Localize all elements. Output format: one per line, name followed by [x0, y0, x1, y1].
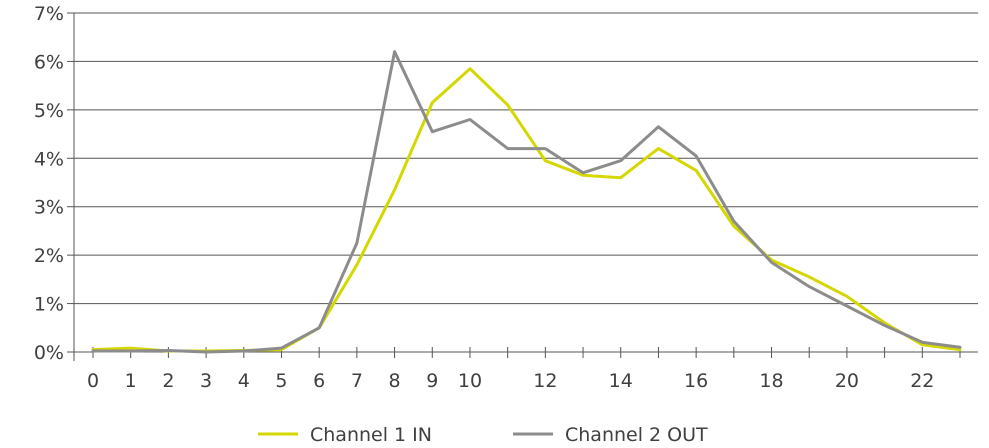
y-axis-ticks: 0% 1% 2% 3% 4% 5% 6% 7% [34, 3, 74, 364]
y-tick-label: 7% [34, 3, 64, 25]
series-lines [91, 50, 962, 354]
series-line-2 [91, 50, 962, 354]
y-tick-label: 3% [34, 197, 64, 219]
axes [73, 13, 978, 361]
x-tick-label: 0 [87, 370, 99, 392]
y-tick-label: 0% [34, 342, 64, 364]
x-tick-label: 4 [238, 370, 250, 392]
grid-lines [74, 12, 978, 305]
x-axis-ticks: 0 1 2 3 4 5 6 7 8 9 10 12 14 16 18 20 22 [87, 347, 961, 392]
series-line-1 [91, 67, 962, 353]
x-tick-label: 9 [426, 370, 438, 392]
x-tick-label: 2 [162, 370, 174, 392]
x-tick-label: 22 [910, 370, 934, 392]
x-tick-label: 1 [125, 370, 137, 392]
x-tick-label: 20 [835, 370, 859, 392]
y-tick-label: 6% [34, 51, 64, 73]
y-tick-label: 4% [34, 148, 64, 170]
y-tick-label: 5% [34, 100, 64, 122]
x-tick-label: 18 [759, 370, 783, 392]
x-tick-label: 14 [609, 370, 633, 392]
x-tick-label: 8 [389, 370, 401, 392]
x-tick-label: 7 [351, 370, 363, 392]
x-tick-label: 6 [313, 370, 325, 392]
y-tick-label: 2% [34, 245, 64, 267]
x-tick-label: 5 [275, 370, 287, 392]
legend-label-1: Channel 1 IN [310, 424, 432, 446]
legend: Channel 1 IN Channel 2 OUT [258, 424, 708, 446]
x-tick-label: 3 [200, 370, 212, 392]
x-tick-label: 12 [533, 370, 557, 392]
y-tick-label: 1% [34, 294, 64, 316]
legend-label-2: Channel 2 OUT [565, 424, 708, 446]
x-tick-label: 16 [684, 370, 708, 392]
x-tick-label: 10 [458, 370, 482, 392]
